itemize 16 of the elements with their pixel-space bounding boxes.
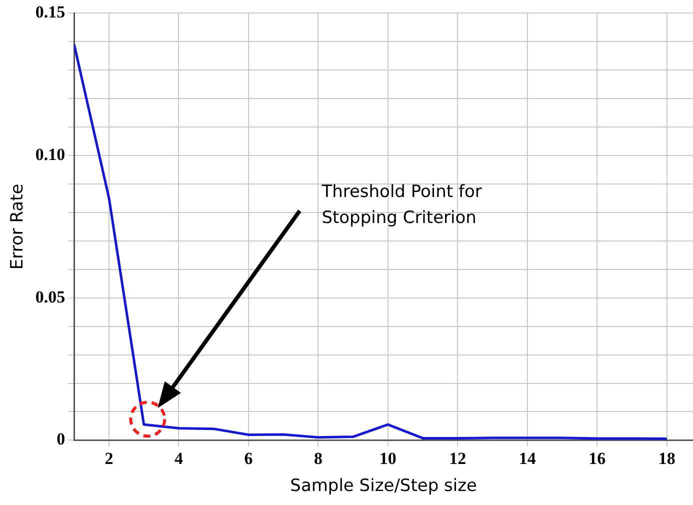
y-tick-label: 0.15 — [35, 2, 66, 22]
x-tick-label: 2 — [104, 448, 114, 468]
x-tick-label: 10 — [379, 448, 396, 468]
x-tick-label: 12 — [449, 448, 466, 468]
x-tick-label: 6 — [244, 448, 253, 468]
x-tick-label: 4 — [174, 448, 184, 468]
y-tick-label: 0.10 — [35, 144, 66, 164]
x-tick-label: 14 — [518, 448, 536, 468]
x-tick-label: 16 — [588, 448, 606, 468]
x-tick-label: 8 — [314, 448, 322, 468]
y-tick-label: 0.05 — [35, 287, 66, 306]
y-axis-title: Error Rate — [8, 184, 28, 270]
x-tick-label: 18 — [658, 448, 676, 468]
y-tick-label: 0 — [56, 430, 66, 449]
x-axis-title: Sample Size/Step size — [290, 476, 477, 496]
annotation: Threshold Point for Stopping Criterion — [320, 182, 482, 228]
